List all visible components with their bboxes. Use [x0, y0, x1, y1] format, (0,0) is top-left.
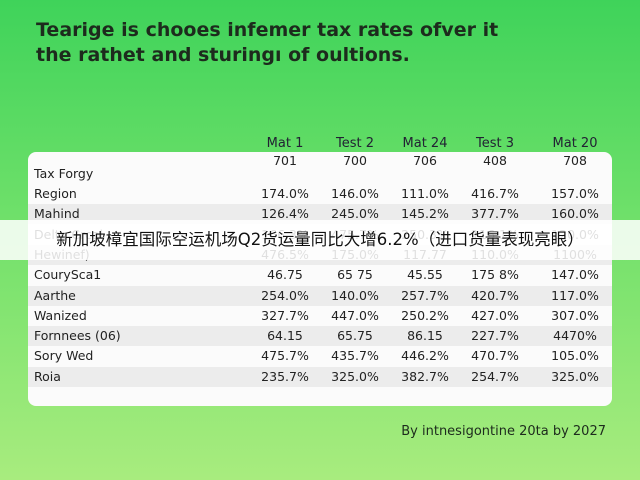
- cell: 700: [343, 153, 367, 168]
- banner: 新加坡樟宜国际空运机场Q2货运量同比大增6.2%（进口货量表现亮眼）: [0, 220, 640, 260]
- row-stripe: [28, 285, 612, 306]
- row-stripe: [28, 366, 612, 387]
- row-label: Region: [34, 186, 77, 201]
- cell: 140.0%: [331, 287, 379, 303]
- column-header: Mat 24: [402, 136, 448, 151]
- cell: 174.0%: [261, 186, 309, 201]
- cell: 175 8%: [471, 267, 519, 283]
- cell: 254.0%: [261, 287, 309, 303]
- cell: 420.7%: [471, 287, 519, 303]
- cell: 64.15: [267, 328, 303, 344]
- cell: 257.7%: [401, 287, 449, 303]
- row-label: Tax Forgy: [34, 166, 94, 181]
- cell: 245.0%: [331, 206, 379, 222]
- cell: 117.0%: [551, 287, 599, 303]
- cell: 227.7%: [471, 328, 519, 344]
- cell: 327.7%: [261, 307, 309, 323]
- column-header: Test 3: [475, 136, 515, 151]
- cell: 475.7%: [261, 348, 309, 364]
- table-panel: [28, 152, 612, 406]
- cell: 86.15: [407, 328, 443, 344]
- cell: 435.7%: [331, 348, 379, 364]
- cell: 307.0%: [551, 307, 599, 323]
- cell: 254.7%: [471, 368, 519, 384]
- cell: 157.0%: [551, 186, 599, 201]
- cell: 46.75: [267, 267, 303, 283]
- column-header: Mat 20: [552, 136, 598, 151]
- cell: 408: [483, 153, 507, 168]
- cell: 45.55: [407, 267, 443, 283]
- row-label: Aarthe: [34, 287, 76, 303]
- cell: 235.7%: [261, 368, 309, 384]
- row-label: Fornnees (06): [34, 328, 121, 344]
- cell: 126.4%: [261, 206, 309, 222]
- row-stripe: [28, 326, 612, 347]
- cell: 65.75: [337, 328, 373, 344]
- cell: 325.0%: [551, 368, 599, 384]
- footer: By intnesigontine 20ta by 2027: [401, 424, 606, 439]
- cell: 65 75: [337, 267, 373, 283]
- cell: 708: [563, 153, 587, 168]
- cell: 446.2%: [401, 348, 449, 364]
- cell: 105.0%: [551, 348, 599, 364]
- column-header: Mat 1: [266, 136, 304, 151]
- cell: 701: [273, 153, 297, 168]
- cell: 145.2%: [401, 206, 449, 222]
- cell: 147.0%: [551, 267, 599, 283]
- row-label: Sory Wed: [34, 348, 94, 364]
- cell: 706: [413, 153, 437, 168]
- row-label: Mahind: [34, 206, 80, 222]
- cell: 382.7%: [401, 368, 449, 384]
- column-header: Test 2: [335, 136, 375, 151]
- cell: 146.0%: [331, 186, 379, 201]
- title: Tearige is chooes infemer tax rates ofve…: [36, 19, 499, 66]
- row-label: Wanized: [34, 307, 87, 323]
- cell: 427.0%: [471, 307, 519, 323]
- row-stripe: [28, 204, 612, 225]
- cell: 377.7%: [471, 206, 519, 222]
- cell: 250.2%: [401, 307, 449, 323]
- cell: 160.0%: [551, 206, 599, 222]
- cell: 416.7%: [471, 186, 519, 201]
- cell: 447.0%: [331, 307, 379, 323]
- cell: 4470%: [553, 328, 597, 344]
- cell: 325.0%: [331, 368, 379, 384]
- row-label: CourySca1: [34, 267, 102, 283]
- row-label: Roia: [34, 368, 61, 384]
- cell: 470.7%: [471, 348, 519, 364]
- cell: 111.0%: [401, 186, 449, 201]
